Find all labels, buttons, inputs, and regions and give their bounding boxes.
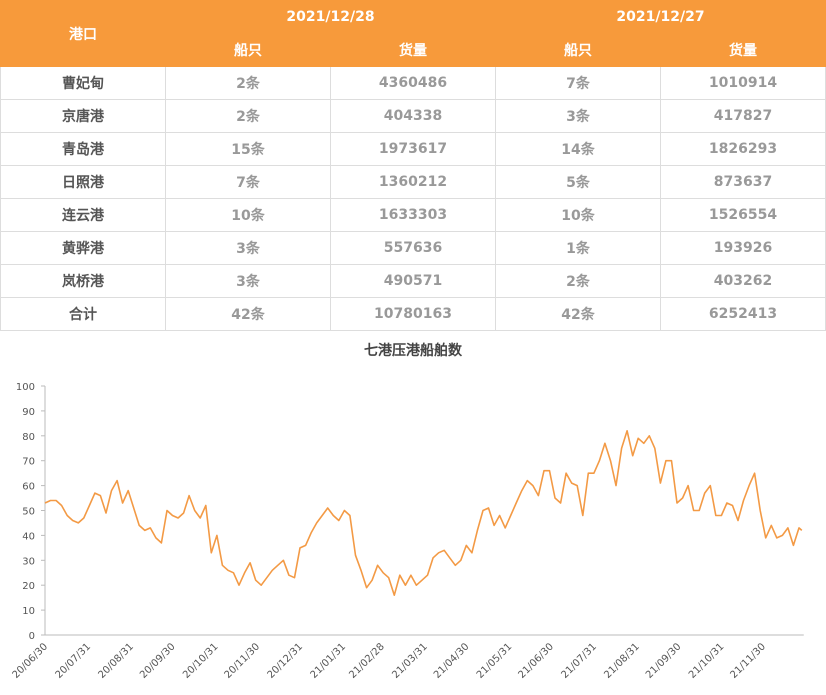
x-tick-label: 21/02/28 — [347, 641, 387, 681]
table-cell: 3条 — [165, 264, 331, 298]
table-cell: 1360212 — [330, 165, 496, 199]
x-tick-label: 21/03/31 — [390, 641, 430, 681]
table-cell: 曹妃甸 — [0, 66, 166, 100]
table-cell: 10780163 — [330, 297, 496, 331]
y-tick-label: 90 — [22, 407, 35, 418]
table-cell: 合计 — [0, 297, 166, 331]
table-cell: 557636 — [330, 231, 496, 265]
table-cell: 7条 — [495, 66, 661, 100]
data-line — [44, 430, 803, 596]
x-tick-label: 20/06/30 — [11, 641, 51, 681]
y-tick-label: 50 — [22, 507, 35, 518]
y-tick-label: 80 — [22, 432, 35, 443]
y-tick-label: 40 — [22, 531, 35, 542]
table-cell: 490571 — [330, 264, 496, 298]
x-tick-label: 21/04/30 — [432, 641, 472, 681]
header-date: 2021/12/27 — [495, 0, 826, 34]
table-cell: 2条 — [165, 66, 331, 100]
chart-title: 七港压港船舶数 — [364, 342, 463, 359]
table-cell: 3条 — [165, 231, 331, 265]
table-row: 曹妃甸 2条 4360486 7条 1010914 — [0, 66, 826, 100]
header-row: 港口 2021/12/28 2021/12/27 — [0, 0, 826, 67]
table-cell: 1973617 — [330, 132, 496, 166]
x-tick-label: 20/08/31 — [97, 641, 137, 681]
table-row: 黄骅港 3条 557636 1条 193926 — [0, 231, 826, 265]
table-cell: 2条 — [495, 264, 661, 298]
header-cell: 船只 — [495, 33, 661, 67]
table-cell: 1010914 — [660, 66, 826, 100]
table-cell: 42条 — [495, 297, 661, 331]
table-cell: 2条 — [165, 99, 331, 133]
table-cell: 岚桥港 — [0, 264, 166, 298]
table-cell: 403262 — [660, 264, 826, 298]
table-cell: 15条 — [165, 132, 331, 166]
table-cell: 1条 — [495, 231, 661, 265]
y-tick-label: 100 — [16, 382, 35, 393]
table-cell: 京唐港 — [0, 99, 166, 133]
y-tick-label: 60 — [22, 482, 35, 493]
x-tick-label: 20/07/31 — [54, 641, 94, 681]
x-tick-label: 20/12/31 — [266, 641, 306, 681]
y-tick-label: 20 — [22, 581, 35, 592]
x-tick-label: 21/09/30 — [644, 641, 684, 681]
y-tick-label: 70 — [22, 457, 35, 468]
table-cell: 4360486 — [330, 66, 496, 100]
table-row: 京唐港 2条 404338 3条 417827 — [0, 99, 826, 133]
table-cell: 5条 — [495, 165, 661, 199]
table-cell: 1526554 — [660, 198, 826, 232]
x-tick-label: 21/01/31 — [309, 641, 349, 681]
table-cell: 42条 — [165, 297, 331, 331]
table-cell: 6252413 — [660, 297, 826, 331]
table-row: 岚桥港 3条 490571 2条 403262 — [0, 264, 826, 298]
x-tick-label: 21/11/30 — [729, 641, 769, 681]
port-table: 港口 2021/12/28 2021/12/27 船只 货量 船只 货量 曹妃甸 2条 43604… — [0, 0, 826, 331]
table-cell: 1633303 — [330, 198, 496, 232]
table-cell: 14条 — [495, 132, 661, 166]
header-date: 2021/12/28 — [165, 0, 496, 34]
table-cell: 3条 — [495, 99, 661, 133]
y-tick-label: 30 — [22, 556, 35, 567]
table-cell: 1826293 — [660, 132, 826, 166]
x-tick-label: 21/08/31 — [602, 641, 642, 681]
table-cell: 黄骅港 — [0, 231, 166, 265]
table-cell: 404338 — [330, 99, 496, 133]
table-cell: 10条 — [495, 198, 661, 232]
table-cell: 10条 — [165, 198, 331, 232]
header-row: 船只 货量 船只 货量 — [1, 33, 826, 67]
table-cell: 连云港 — [0, 198, 166, 232]
x-tick-label: 21/10/31 — [687, 641, 727, 681]
header-cell: 船只 — [165, 33, 331, 67]
table-cell: 417827 — [660, 99, 826, 133]
x-tick-label: 20/11/30 — [223, 641, 263, 681]
x-tick-label: 21/05/31 — [475, 641, 515, 681]
table-row: 合计 42条 10780163 42条 6252413 — [0, 297, 826, 331]
table-row: 青岛港 15条 1973617 14条 1826293 — [0, 132, 826, 166]
table-cell: 日照港 — [0, 165, 166, 199]
x-tick-label: 21/07/31 — [559, 641, 599, 681]
table-cell: 873637 — [660, 165, 826, 199]
header-cell: 港口 — [0, 0, 166, 67]
x-tick-label: 20/10/31 — [181, 641, 221, 681]
x-tick-label: 20/09/30 — [138, 641, 178, 681]
header-cell: 货量 — [660, 33, 826, 67]
y-tick-label: 10 — [22, 606, 35, 617]
y-tick-label: 0 — [29, 631, 35, 642]
table-cell: 青岛港 — [0, 132, 166, 166]
table-cell: 7条 — [165, 165, 331, 199]
x-tick-label: 21/06/30 — [516, 641, 556, 681]
header-cell: 货量 — [330, 33, 496, 67]
table-row: 日照港 7条 1360212 5条 873637 — [0, 165, 826, 199]
table-row: 连云港 10条 1633303 10条 1526554 — [0, 198, 826, 232]
table-cell: 193926 — [660, 231, 826, 265]
